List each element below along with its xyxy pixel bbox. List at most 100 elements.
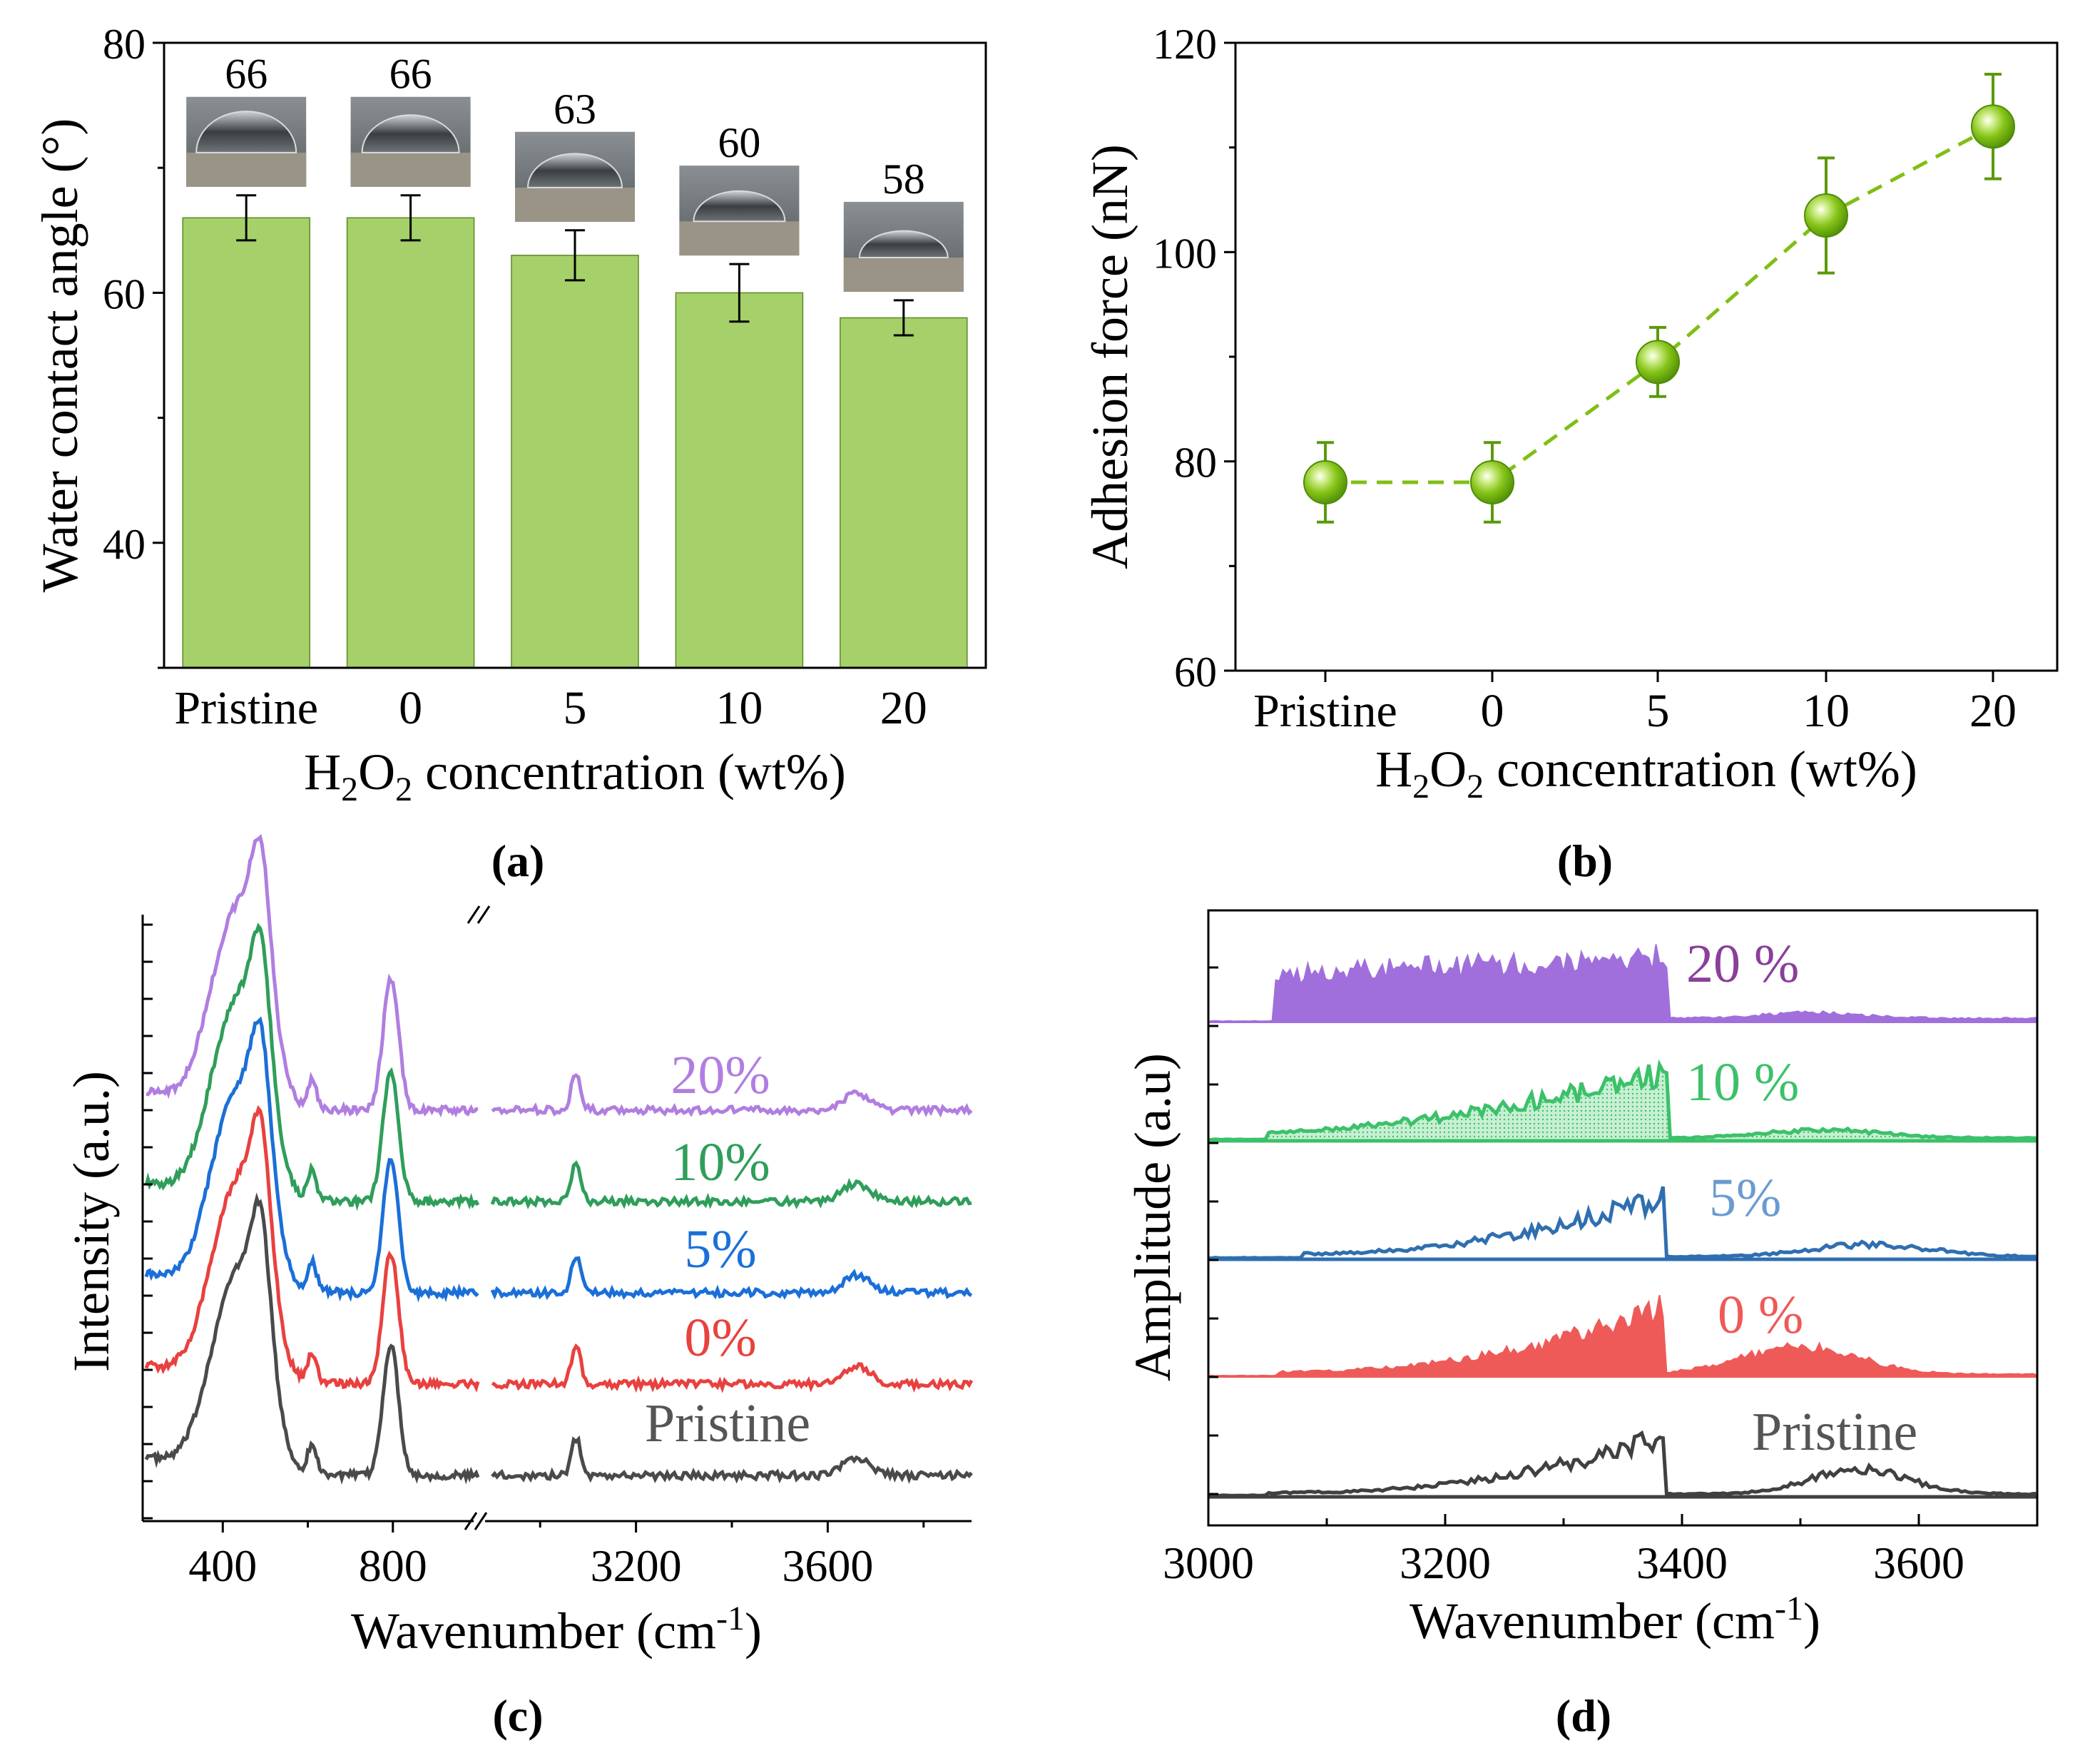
panel-c-x-axis-label: Wavenumber (cm-1) (351, 1600, 762, 1660)
panel-b-dashed-line (1325, 125, 1994, 484)
x-tick-label: 5 (564, 682, 587, 734)
error-bar (729, 263, 750, 323)
series-label: 5% (1709, 1168, 1781, 1228)
x-tick-label: 20 (880, 682, 927, 734)
photo-substrate (186, 152, 307, 187)
panel-d-plot-frame (1207, 909, 2039, 1527)
spectrum-10%-low (144, 923, 480, 1211)
x-tick-label: 400 (188, 1540, 257, 1591)
bar-0 (346, 217, 475, 669)
panel-a-x-tick-labels: Pristine 0 5 10 20 (174, 682, 927, 734)
x-label-h: H (304, 743, 341, 801)
x-tick-label: 3600 (1873, 1538, 1964, 1588)
y-tick-label: 60 (103, 270, 146, 317)
series-label: 5% (684, 1219, 756, 1279)
spectrum-20%-high (491, 1073, 973, 1118)
panel-b-y-ticks: 60 80 100 120 (1153, 21, 1235, 696)
series-label: Pristine (1752, 1402, 1917, 1462)
x-tick-label: Pristine (174, 682, 318, 734)
panel-a-y-axis-label: Water contact angle (°) (31, 118, 88, 593)
spectrum-10 %-line (1208, 1059, 2037, 1142)
spectrum-20%-low (146, 834, 479, 1118)
data-point-5 (1636, 340, 1680, 385)
panel-c-series-labels: Pristine 0% 5% 10% 20% (645, 1045, 810, 1453)
spectrum-5%-line (1208, 1186, 2037, 1260)
x-label-sub: 2 (341, 771, 358, 808)
spectrum-10%-high (490, 1160, 972, 1209)
bar-10 (675, 292, 804, 669)
droplet-photo (515, 131, 635, 222)
error-bar (565, 229, 585, 282)
panel-d-caption: (d) (1556, 1690, 1611, 1741)
spectrum-Pristine-line (1208, 1430, 2037, 1498)
x-label-o: O (358, 743, 395, 801)
x-tick-label: 3200 (591, 1540, 682, 1591)
series-label: 10% (671, 1132, 770, 1192)
panel-a-plot-frame (163, 41, 987, 669)
x-tick-label: 0 (399, 682, 422, 734)
x-label-sub: 2 (1467, 768, 1484, 806)
panel-d-y-axis-label: Amplitude (a.u) (1124, 1053, 1181, 1381)
x-tick-label: 3000 (1163, 1538, 1254, 1588)
spectrum-0%-high (491, 1343, 974, 1393)
x-label-sup: -1 (1775, 1590, 1803, 1627)
droplet-icon (858, 230, 949, 259)
panel-c-axis-break-bottom (464, 1512, 488, 1530)
spectrum-Pristine-low (144, 1192, 480, 1485)
x-tick-label: 3400 (1636, 1538, 1728, 1588)
x-label-h: H (1375, 741, 1412, 798)
photo-substrate (515, 187, 635, 222)
droplet-photo (679, 166, 800, 256)
error-bar (400, 194, 421, 242)
panel-a-error-bars (236, 194, 914, 337)
bar-5 (511, 255, 639, 669)
series-label: Pristine (645, 1393, 810, 1453)
panel-c-y-ticks (143, 923, 153, 1520)
panel-d-series-labels: Pristine 0 % 5% 10 % 20 % (1686, 934, 1917, 1462)
series-label: 0% (684, 1308, 756, 1368)
spectrum-20 %-fill (1208, 944, 2039, 1023)
panel-a-value-labels: 66 66 63 60 58 (225, 51, 925, 203)
panel-b-y-axis-label: Adhesion force (nN) (1081, 144, 1138, 569)
x-label-base: Wavenumber (cm (351, 1602, 716, 1660)
panel-c-spectra-curves (144, 834, 974, 1485)
y-tick-label: 80 (103, 21, 146, 68)
series-label: 10 % (1686, 1052, 1799, 1112)
spectrum-0%-low (144, 1104, 480, 1393)
x-label-o: O (1429, 741, 1467, 798)
series-label: 20 % (1686, 934, 1799, 994)
spectrum-5%-low (144, 1016, 479, 1303)
y-tick-label: 120 (1153, 21, 1217, 68)
panel-b-error-bars (1317, 73, 2002, 524)
panel-b-data-points (1303, 104, 2015, 504)
panel-c-y-axis-label: Intensity (a.u.) (63, 1071, 120, 1372)
x-tick-label: 10 (1803, 685, 1850, 737)
spectrum-Pristine-high (491, 1435, 973, 1484)
photo-substrate (350, 152, 471, 187)
droplet-photo (186, 96, 307, 187)
spectrum-5%-high (490, 1256, 973, 1301)
panel-c-axis-break-top (467, 905, 491, 924)
panel-c-x-ticks: 400 800 3200 3600 (188, 1521, 925, 1591)
x-label-sub: 2 (395, 771, 412, 808)
panel-b-caption: (b) (1557, 835, 1613, 886)
photo-substrate (843, 258, 964, 292)
x-label-sub: 2 (1412, 768, 1429, 806)
x-label-base: Wavenumber (cm (1410, 1592, 1775, 1650)
panel-b-x-axis-label: H2O2 concentration (wt%) (1375, 741, 1917, 806)
panel-d-spectra-curves (1208, 944, 2039, 1499)
data-point-0 (1470, 460, 1514, 504)
panel-a-y-ticks: 40 60 80 (103, 21, 164, 669)
x-tick-label: 0 (1481, 685, 1504, 737)
photo-substrate (679, 221, 800, 256)
panel-a-caption: (a) (491, 835, 545, 886)
value-label: 60 (718, 119, 760, 166)
y-tick-label: 100 (1153, 230, 1217, 277)
x-tick-label: 3600 (782, 1540, 873, 1591)
droplet-icon (526, 153, 623, 188)
error-bar (893, 299, 914, 337)
panel-d-amplitude-spectra: 3000 3200 3400 3600 Pristine 0 % 5% 10 % 20 % A… (1124, 909, 2039, 1741)
spectrum-0 %-fill (1208, 1295, 2039, 1378)
panel-c-caption: (c) (492, 1690, 543, 1741)
